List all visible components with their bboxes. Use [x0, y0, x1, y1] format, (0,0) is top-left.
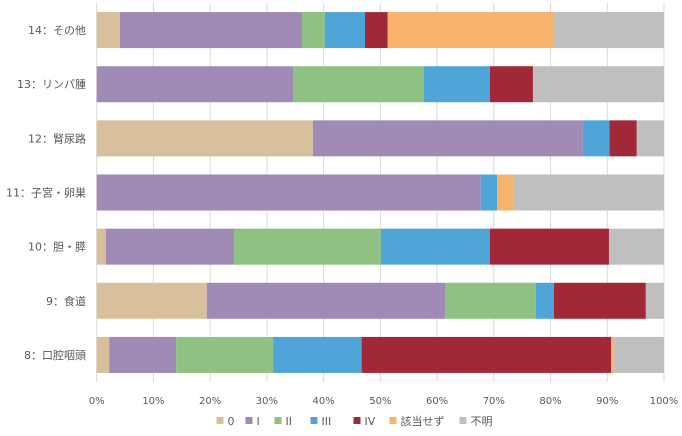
bar-segment-1-2	[292, 66, 425, 103]
category-labels: 14：その他 13：リンパ腫 12：腎尿路 11：子宮・卵巣 10：胆・膵 9：食道 8：口…	[6, 24, 86, 362]
x-tick-label: 60%	[426, 396, 448, 407]
bar-segment-5-0	[96, 282, 207, 319]
bar-segment-0-2	[302, 12, 325, 49]
bar-segment-0-5	[387, 12, 554, 49]
legend-label: I	[257, 415, 260, 428]
x-tick-label: 10%	[142, 396, 164, 407]
bar-segment-0-3	[324, 12, 366, 49]
category-label: 9：食道	[46, 294, 86, 308]
bar-segment-0-6	[553, 12, 664, 49]
bar-segment-5-4	[553, 282, 646, 319]
legend-swatch	[216, 417, 224, 424]
bar-segment-4-6	[608, 228, 664, 265]
bar-segment-5-1	[206, 282, 446, 319]
category-label: 12：腎尿路	[28, 132, 86, 145]
bar-segment-6-1	[109, 336, 177, 373]
legend-swatch	[245, 417, 253, 424]
bar-segment-3-3	[480, 174, 498, 211]
bar-segment-1-3	[424, 66, 490, 103]
bar-segment-0-0	[96, 12, 120, 49]
bar-segment-3-6	[513, 174, 664, 211]
legend-label: 不明	[471, 415, 493, 428]
legend-swatch	[459, 417, 467, 424]
bar-segment-2-4	[609, 120, 637, 157]
bar-segment-0-1	[119, 12, 303, 49]
x-tick-label: 30%	[256, 396, 278, 407]
x-tick-label: 100%	[650, 396, 679, 407]
x-tick-label: 40%	[313, 396, 335, 407]
bar-segment-6-6	[614, 336, 664, 373]
bar-segment-5-3	[535, 282, 554, 319]
bar-segment-3-5	[497, 174, 514, 211]
legend-swatch	[274, 417, 282, 424]
category-label: 13：リンパ腫	[17, 77, 86, 91]
x-tick-labels: 0% 10% 20% 30% 40% 50% 60% 70% 80% 90% 100%	[89, 396, 679, 407]
category-label: 10：胆・膵	[28, 241, 86, 254]
bar-segment-2-1	[312, 120, 583, 157]
x-tick-label: 50%	[369, 396, 391, 407]
bar-segment-6-4	[361, 336, 612, 373]
bar-segment-1-4	[489, 66, 533, 103]
x-tick-label: 20%	[199, 396, 221, 407]
bar-segment-6-3	[273, 336, 362, 373]
bar-segment-6-2	[176, 336, 274, 373]
legend-label: 0	[228, 415, 235, 428]
bar-segment-4-0	[96, 228, 106, 265]
legend-label: IV	[365, 415, 376, 428]
legend-label: 該当せず	[401, 414, 445, 428]
bar-segment-4-1	[105, 228, 234, 265]
legend-label: III	[322, 415, 332, 428]
bar-segment-6-5	[611, 336, 615, 373]
category-label: 8：口腔咽頭	[24, 348, 86, 362]
bar-segment-6-0	[96, 336, 110, 373]
bar-segment-5-2	[445, 282, 536, 319]
bars	[96, 12, 664, 373]
bar-segment-1-1	[96, 66, 293, 103]
legend: 0 I II III IV 該当せず 不明	[216, 414, 493, 428]
category-label: 14：その他	[28, 24, 86, 37]
bar-segment-1-6	[532, 66, 664, 103]
x-tick-label: 80%	[539, 396, 561, 407]
bar-segment-4-3	[380, 228, 490, 265]
bar-segment-2-3	[582, 120, 610, 157]
category-label: 11：子宮・卵巣	[6, 186, 86, 200]
bar-segment-3-1	[96, 174, 481, 211]
legend-swatch	[353, 417, 361, 424]
x-tick-label: 70%	[483, 396, 505, 407]
bar-segment-4-2	[233, 228, 381, 265]
bar-segment-2-0	[96, 120, 313, 157]
bar-segment-4-4	[489, 228, 609, 265]
x-tick-label: 90%	[596, 396, 618, 407]
legend-swatch	[389, 417, 397, 424]
x-tick-label: 0%	[89, 396, 105, 407]
bar-segment-0-4	[365, 12, 388, 49]
bar-segment-2-6	[636, 120, 664, 157]
bar-segment-5-6	[645, 282, 664, 319]
legend-label: II	[286, 415, 293, 428]
legend-swatch	[310, 417, 318, 424]
